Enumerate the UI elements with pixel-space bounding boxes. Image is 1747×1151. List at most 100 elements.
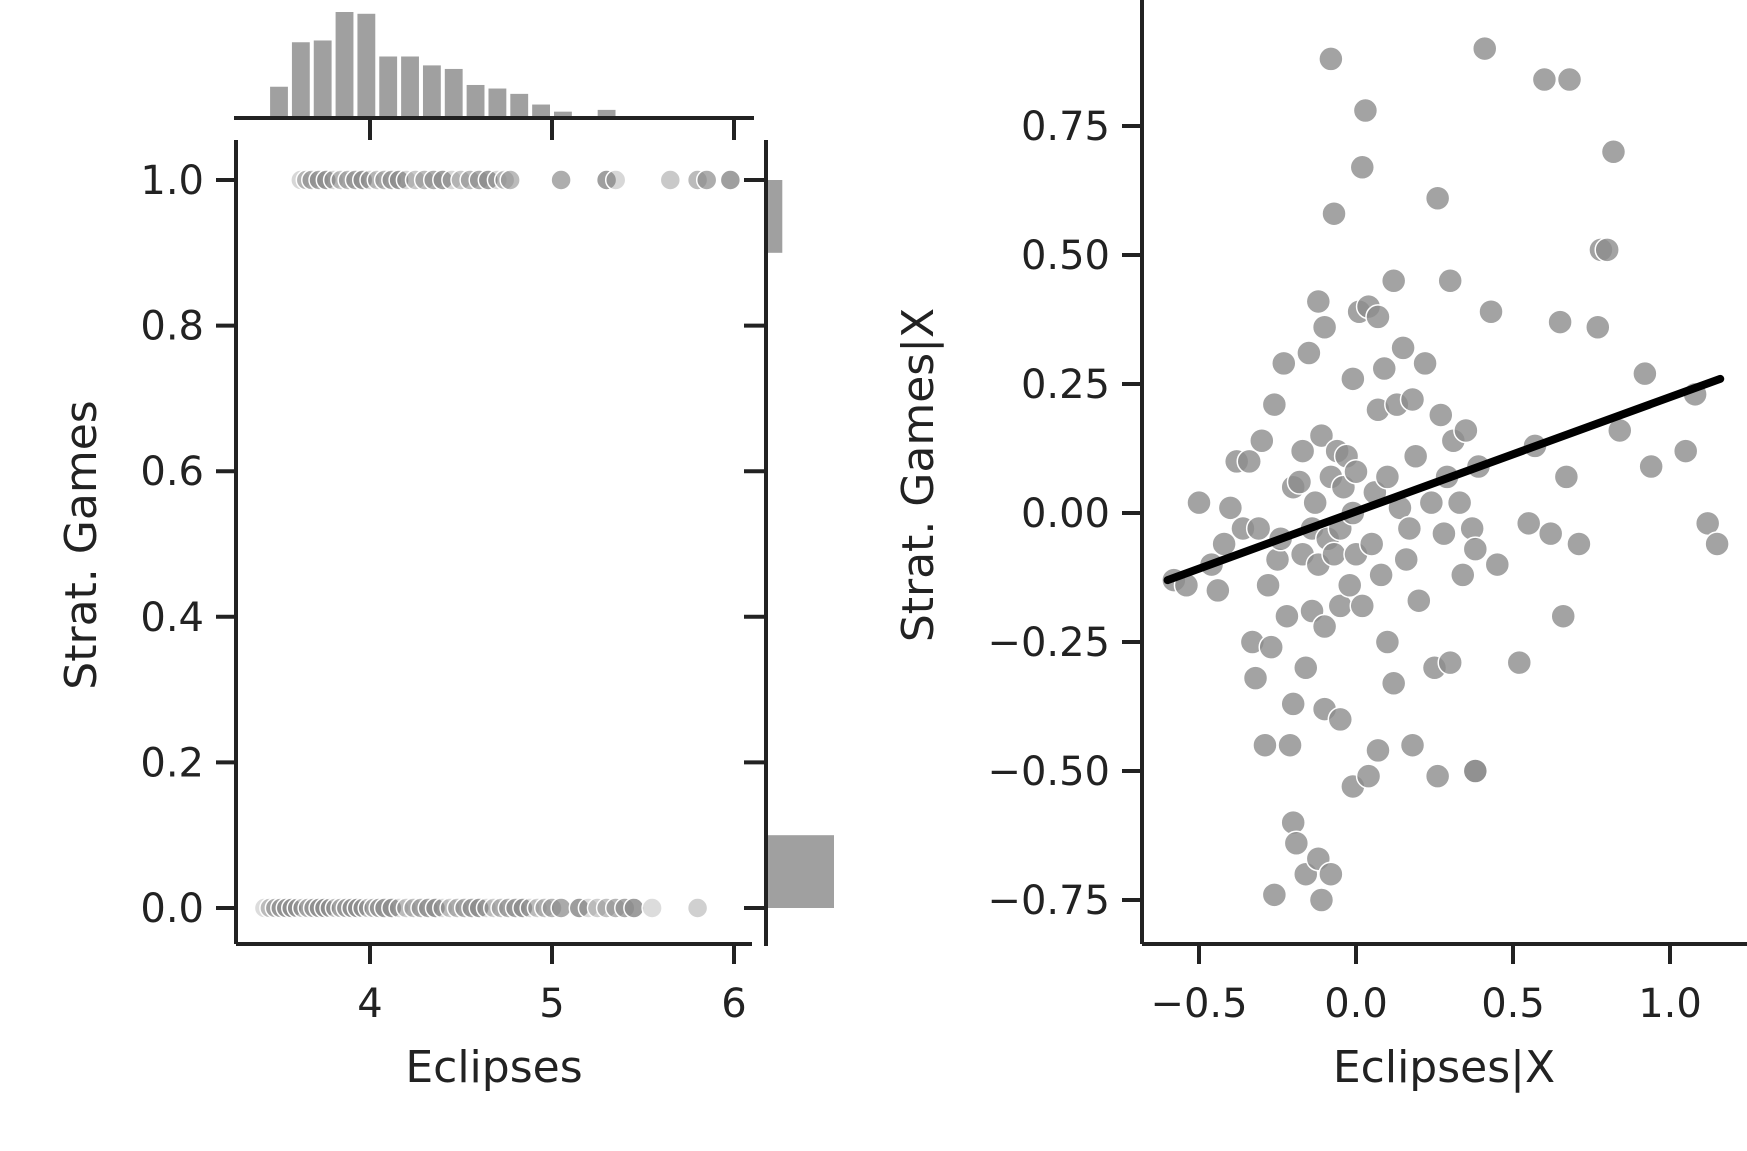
y-marginal-histogram: [744, 140, 834, 946]
right-scatter-point: [1531, 66, 1558, 93]
right-scatter-point: [1556, 66, 1583, 93]
right-scatter-point: [1340, 366, 1366, 392]
right-scatter-point: [1374, 629, 1401, 655]
right-scatter-point: [1537, 520, 1564, 547]
left-scatter-point: [659, 169, 682, 191]
right-scatter-point: [1305, 288, 1332, 315]
x-hist-bar: [532, 104, 550, 117]
right-y-tick-label: −0.50: [987, 749, 1110, 795]
right-scatter-point: [1343, 458, 1369, 485]
right-scatter-point: [1302, 489, 1328, 516]
right-scatter-point: [1550, 603, 1576, 629]
x-marginal-histogram: [234, 12, 754, 140]
x-hist-bar: [510, 93, 529, 117]
y-hist-bar: [768, 835, 834, 908]
right-scatter-point: [1462, 536, 1489, 562]
left-scatter-point: [623, 897, 645, 919]
right-scatter-point: [1450, 562, 1476, 588]
x-hist-bar: [488, 88, 507, 117]
right-scatter-point: [1280, 691, 1306, 717]
x-hist-bar: [313, 40, 332, 117]
left-y-tick-label: 0.4: [140, 595, 204, 641]
right-scatter-point: [1380, 670, 1407, 697]
right-scatter-point: [1471, 35, 1498, 62]
right-scatter-point: [1327, 706, 1354, 733]
right-y-tick-label: 0.50: [1021, 233, 1110, 279]
right-scatter-point: [1553, 464, 1580, 490]
right-scatter-point: [1205, 577, 1231, 604]
left-y-tick-label: 1.0: [140, 158, 204, 204]
right-scatter-point: [1446, 489, 1473, 516]
right-scatter-point: [1271, 350, 1297, 377]
right-scatter-point: [1418, 489, 1445, 516]
x-hist-bar: [422, 65, 441, 117]
right-scatter-point: [1424, 763, 1451, 789]
left-y-tick-label: 0.2: [140, 740, 204, 786]
left-y-tick-label: 0.8: [140, 304, 204, 350]
right-scatter-point: [1428, 402, 1454, 428]
right-scatter-point: [1286, 469, 1313, 495]
right-scatter-point: [1365, 304, 1391, 330]
right-y-axis-label: Strat. Games|X: [893, 308, 944, 642]
left-axes: 0.0 0.2 0.4 0.6 0.8 1.0 4 5 6: [140, 140, 752, 1027]
left-scatter-point: [499, 169, 521, 191]
left-y-tick-label: 0.6: [140, 449, 204, 495]
right-scatter-point: [1406, 587, 1432, 614]
right-scatter-point: [1365, 737, 1391, 764]
left-scatter-point: [468, 897, 490, 919]
right-y-tick-label: −0.75: [987, 878, 1110, 924]
right-axes: −0.75 −0.50 −0.25 0.00 0.25 0.50 0.75 −0.5 0.0 0.…: [987, 0, 1747, 1027]
right-scatter-point: [1355, 763, 1382, 789]
left-x-tick-label: 5: [539, 981, 564, 1027]
right-scatter-point: [1321, 200, 1347, 227]
left-scatter-point: [424, 897, 447, 919]
right-y-tick-label: 0.75: [1021, 104, 1110, 150]
left-scatter-point: [477, 169, 500, 191]
left-y-tick-label: 0.0: [140, 886, 204, 932]
right-scatter-point: [1399, 732, 1426, 758]
left-scatter-point: [315, 169, 338, 191]
regression-fit-line: [1163, 374, 1725, 585]
right-scatter-point: [1321, 541, 1347, 568]
right-scatter-point: [1349, 154, 1376, 181]
x-hist-bar: [466, 84, 485, 117]
left-scatter-points: [253, 169, 742, 919]
right-scatter-point: [1318, 861, 1344, 887]
x-hist-bar: [270, 86, 288, 117]
left-scatter-point: [550, 897, 572, 919]
right-scatter-point: [1308, 422, 1335, 449]
right-scatter-point: [1261, 882, 1288, 908]
right-scatter-point: [1349, 593, 1376, 619]
right-x-tick-label: 0.0: [1324, 981, 1388, 1027]
right-scatter-point: [1399, 386, 1426, 413]
right-scatter-point: [1336, 572, 1363, 598]
regression-line: [1163, 374, 1725, 585]
right-y-tick-label: 0.25: [1021, 362, 1110, 408]
x-hist-bar: [379, 56, 398, 117]
right-scatter-point: [1672, 438, 1699, 464]
right-scatter-point: [1358, 531, 1385, 557]
right-scatter-point: [1289, 438, 1316, 464]
right-scatter-point: [1252, 732, 1278, 758]
right-scatter-point: [1424, 185, 1451, 211]
right-x-tick-label: 1.0: [1638, 981, 1702, 1027]
right-scatter-point: [1462, 758, 1489, 784]
left-scatter-point: [695, 169, 718, 191]
left-scatter-point: [351, 169, 374, 191]
y-hist-bar: [768, 180, 783, 253]
left-x-tick-label: 4: [357, 981, 382, 1027]
right-scatter-point: [1236, 448, 1262, 475]
right-scatter-point: [1255, 572, 1281, 598]
right-scatter-point: [1694, 510, 1721, 537]
right-scatter-point: [1412, 350, 1438, 377]
right-scatter-point: [1318, 46, 1344, 72]
x-hist-bar: [554, 111, 572, 117]
right-scatter-point: [1293, 655, 1319, 681]
right-scatter-point: [1515, 510, 1542, 537]
right-x-tick-label: 0.5: [1481, 981, 1545, 1027]
left-x-tick-label: 6: [721, 981, 746, 1027]
right-scatter-point: [1594, 237, 1620, 263]
x-hist-bar: [444, 68, 463, 117]
right-scatter-point: [1261, 391, 1288, 418]
